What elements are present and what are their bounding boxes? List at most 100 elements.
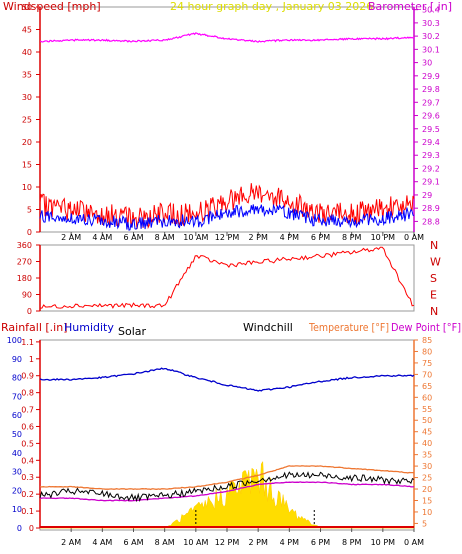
temperature-tick-label: 85 <box>422 336 432 345</box>
x-tick-label: 10 AM <box>183 233 208 242</box>
rainfall-tick-label: 0.9 <box>21 372 34 381</box>
x-tick-label: 12 PM <box>215 538 240 547</box>
temperature-tick-label: 5 <box>422 519 427 528</box>
windspeed-label: Windspeed [mph] <box>3 0 101 13</box>
windspeed-axis-ticks: 0 5 10 15 20 25 30 35 40 45 50 <box>22 3 41 237</box>
compass-label: N <box>430 305 438 318</box>
windspeed-tick-label: 30 <box>22 93 32 102</box>
temperature-tick-label: 30 <box>422 462 432 471</box>
panel1-series <box>39 32 415 231</box>
x-tick-label: 8 PM <box>342 233 361 242</box>
windspeed-tick-label: 35 <box>22 71 32 80</box>
rainfall-tick-label: 0.5 <box>21 439 34 448</box>
temperature-axis-ticks: 5 10 15 20 25 30 35 40 45 50 55 60 65 70 75 80 85 <box>413 336 432 528</box>
barometer-tick-label: 29.6 <box>422 112 440 121</box>
temperature-tick-label: 60 <box>422 393 432 402</box>
temperature-tick-label: 45 <box>422 428 432 437</box>
rainfall-tick-label: 0.3 <box>21 473 34 482</box>
panel2-frame <box>39 244 415 312</box>
temperature-line <box>39 465 415 491</box>
rainfall-tick-label: 0.7 <box>21 406 34 415</box>
windchill-line <box>39 471 415 503</box>
direction-tick-label: 180 <box>17 274 32 283</box>
rainfall-tick-label: 0.2 <box>21 490 34 499</box>
direction-degree-ticks: 0 90 180 270 360 <box>17 241 41 316</box>
temperature-tick-label: 35 <box>422 451 432 460</box>
wind-direction-line <box>40 246 415 309</box>
x-tick-label: 6 AM <box>123 538 143 547</box>
humidity-tick-label: 100 <box>7 336 22 345</box>
humidity-tick-label: 0 <box>17 524 22 533</box>
windspeed-tick-label: 50 <box>22 3 32 12</box>
direction-tick-label: 270 <box>17 258 32 267</box>
rainfall-tick-label: 1 <box>29 355 34 364</box>
temperature-label: Temperature [°F] <box>308 321 389 334</box>
temperature-tick-label: 55 <box>422 405 432 414</box>
x-tick-label: 4 AM <box>92 233 112 242</box>
rainfall-tick-label: 1.1 <box>21 338 34 347</box>
x-tick-label: 2 AM <box>61 233 81 242</box>
panel3-x-ticks: 2 AM 4 AM 6 AM 8 AM 10 AM 12 PM 2 PM 4 PM 6 PM 8 … <box>61 528 424 547</box>
panel3-series <box>39 367 415 529</box>
temperature-tick-label: 80 <box>422 347 432 356</box>
windspeed-tick-label: 20 <box>22 138 32 147</box>
barometer-tick-label: 29.4 <box>422 138 440 147</box>
humidity-tick-label: 70 <box>12 392 22 401</box>
temperature-tick-label: 40 <box>422 439 432 448</box>
compass-label: W <box>430 256 441 269</box>
temperature-humidity-panel: Rainfall [.in] Humidity Solar Windchill … <box>1 321 461 547</box>
graph-title: 24 hour graph day , January 03 2026 <box>170 0 373 13</box>
humidity-tick-label: 10 <box>12 505 22 514</box>
compass-label: E <box>430 289 437 302</box>
x-tick-label: 6 AM <box>123 233 143 242</box>
windspeed-tick-label: 45 <box>22 26 32 35</box>
barometer-tick-label: 29.8 <box>422 85 440 94</box>
wind-average-line <box>39 203 415 231</box>
barometer-tick-label: 30.3 <box>422 19 440 28</box>
x-tick-label: 0 AM <box>404 233 424 242</box>
humidity-tick-label: 30 <box>12 468 22 477</box>
panel1-frame <box>39 6 415 233</box>
windspeed-tick-label: 40 <box>22 48 32 57</box>
barometer-tick-label: 29 <box>422 191 432 200</box>
x-tick-label: 0 AM <box>404 538 424 547</box>
barometer-line <box>40 32 415 43</box>
humidity-tick-label: 80 <box>12 374 22 383</box>
barometer-tick-label: 29.7 <box>422 98 440 107</box>
temperature-tick-label: 70 <box>422 370 432 379</box>
compass-label: N <box>430 239 438 252</box>
barometer-tick-label: 29.3 <box>422 151 440 160</box>
x-tick-label: 10 AM <box>183 538 208 547</box>
barometer-tick-label: 30.1 <box>422 45 440 54</box>
rainfall-tick-label: 0.6 <box>21 422 34 431</box>
panel1-x-ticks: 2 AM 4 AM 6 AM 8 AM 10 AM 12 PM 2 PM 4 PM 6 PM 8 … <box>61 232 424 242</box>
dewpoint-label: Dew Point [°F] <box>391 321 461 334</box>
x-tick-label: 12 PM <box>215 233 240 242</box>
humidity-tick-label: 20 <box>12 486 22 495</box>
windspeed-tick-label: 0 <box>27 228 32 237</box>
x-tick-label: 4 AM <box>92 538 112 547</box>
x-tick-label: 2 AM <box>61 538 81 547</box>
windspeed-tick-label: 25 <box>22 116 32 125</box>
windspeed-tick-label: 15 <box>22 161 32 170</box>
x-tick-label: 8 AM <box>155 233 175 242</box>
solar-label: Solar <box>118 325 147 338</box>
x-tick-label: 2 PM <box>248 538 267 547</box>
rainfall-axis-ticks: 0 0.1 0.2 0.3 0.4 0.5 0.6 0.7 0.8 0.9 1 1.1 <box>21 338 40 533</box>
temperature-tick-label: 65 <box>422 382 432 391</box>
humidity-line <box>39 367 415 392</box>
barometer-label: Barometer [.in] <box>368 0 452 13</box>
direction-tick-label: 0 <box>27 307 32 316</box>
x-tick-label: 10 PM <box>371 538 396 547</box>
barometer-tick-label: 28.9 <box>422 204 440 213</box>
wind-barometer-panel: Windspeed [mph] 24 hour graph day , Janu… <box>3 0 452 242</box>
x-tick-label: 8 PM <box>342 538 361 547</box>
x-tick-label: 6 PM <box>311 233 330 242</box>
rainfall-tick-label: 0.1 <box>21 507 34 516</box>
barometer-tick-label: 29.9 <box>422 72 440 81</box>
barometer-tick-label: 29.1 <box>422 178 440 187</box>
direction-tick-label: 360 <box>17 241 32 250</box>
temperature-tick-label: 10 <box>422 508 432 517</box>
